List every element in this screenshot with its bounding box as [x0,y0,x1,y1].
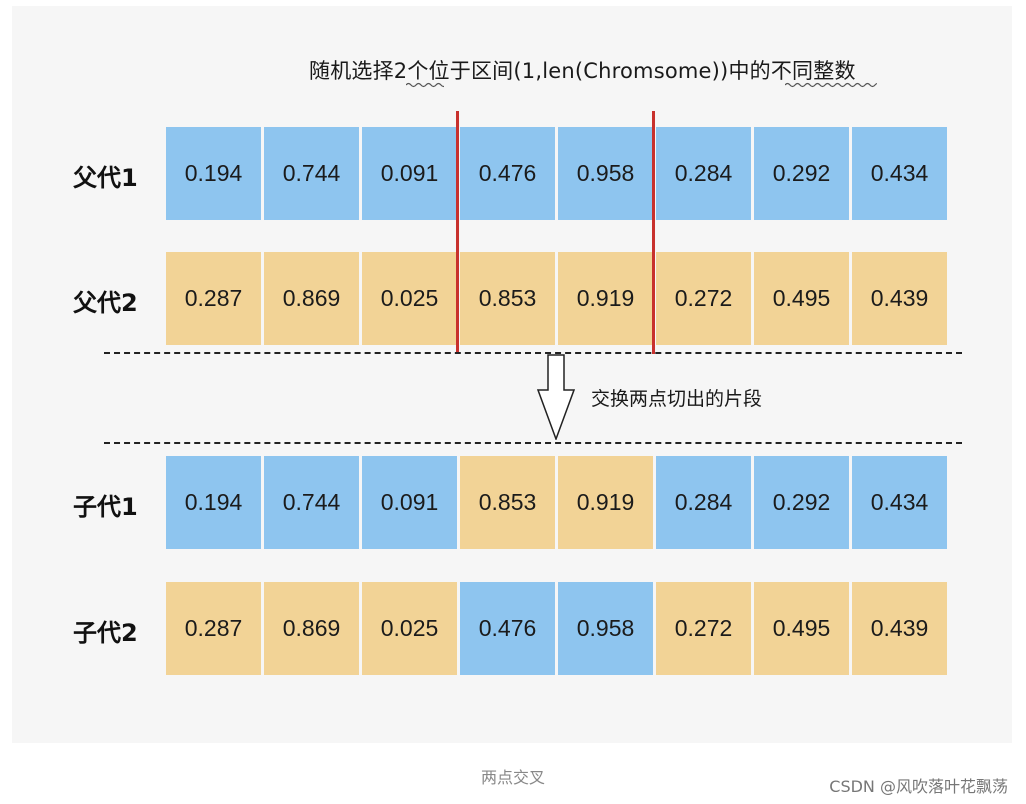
gene-cell: 0.744 [264,456,359,549]
gene-cell: 0.495 [754,582,849,675]
gene-cell: 0.284 [656,127,751,220]
top-caption: 随机选择2个位于区间(1,len(Chromsome))中的不同整数 [309,59,856,83]
wavy-underline-icon [406,82,444,88]
gene-cell: 0.091 [362,456,457,549]
watermark: CSDN @风吹落叶花飘荡 [829,777,1008,796]
gene-cell: 0.025 [362,252,457,345]
gene-cell: 0.287 [166,252,261,345]
gene-cell: 0.869 [264,252,359,345]
gene-cell: 0.025 [362,582,457,675]
gene-cell: 0.958 [558,582,653,675]
gene-cell: 0.919 [558,252,653,345]
gene-cell: 0.292 [754,456,849,549]
gene-cell: 0.439 [852,582,947,675]
row-label: 子代2 [73,619,138,647]
gene-cell: 0.091 [362,127,457,220]
gene-cell: 0.869 [264,582,359,675]
row-label: 子代1 [73,493,138,521]
gene-cell: 0.958 [558,127,653,220]
gene-cell: 0.292 [754,127,849,220]
gene-cell: 0.853 [460,456,555,549]
gene-cell: 0.284 [656,456,751,549]
divider-dashed [104,352,962,354]
gene-cell: 0.495 [754,252,849,345]
wavy-underline-icon [785,82,877,88]
gene-cell: 0.853 [460,252,555,345]
gene-cell: 0.476 [460,127,555,220]
cut-point-line [456,111,459,354]
gene-cell: 0.194 [166,456,261,549]
gene-cell: 0.439 [852,252,947,345]
gene-cell: 0.476 [460,582,555,675]
swap-caption: 交换两点切出的片段 [591,388,763,410]
figure-caption: 两点交叉 [480,768,545,787]
down-arrow-icon [537,354,575,440]
row-label: 父代1 [73,164,138,192]
cut-point-line [652,111,655,354]
gene-cell: 0.919 [558,456,653,549]
gene-cell: 0.434 [852,127,947,220]
row-label: 父代2 [73,289,138,317]
gene-cell: 0.287 [166,582,261,675]
gene-cell: 0.272 [656,582,751,675]
gene-cell: 0.434 [852,456,947,549]
gene-cell: 0.194 [166,127,261,220]
gene-cell: 0.744 [264,127,359,220]
divider-dashed [104,442,962,444]
gene-cell: 0.272 [656,252,751,345]
